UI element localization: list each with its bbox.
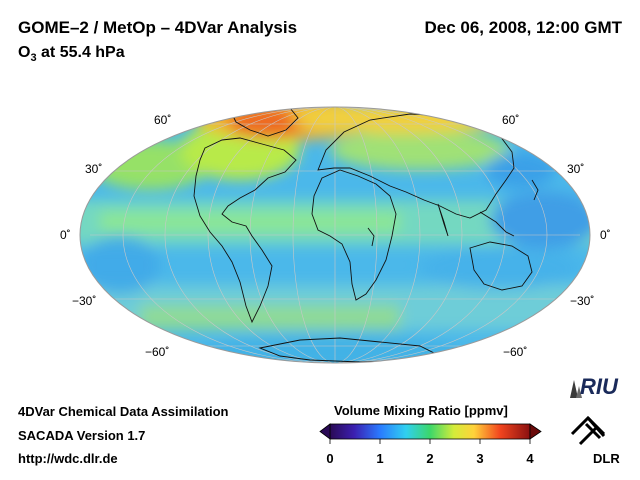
dlr-logo-mark: [570, 415, 606, 446]
colorbar-tick: 1: [376, 451, 384, 466]
colorbar-min-arrow: [319, 423, 331, 440]
map-border: [79, 106, 591, 364]
map-title: GOME–2 / MetOp – 4DVar Analysis: [18, 18, 298, 37]
riu-logo-text: RIU: [580, 374, 618, 399]
dlr-logo-text: DLR: [593, 451, 620, 466]
graticule: [90, 107, 580, 363]
colorbar-max-arrow: [529, 423, 542, 440]
lat-label-30n-left: 30˚: [85, 162, 103, 176]
colorbar-tick: 2: [426, 451, 434, 466]
map-subtitle: O3 at 55.4 hPa: [18, 44, 125, 65]
colorbar-tick: 4: [526, 451, 534, 466]
lat-label-30s-right: −30˚: [570, 294, 595, 308]
lat-label-60n-right: 60˚: [502, 113, 520, 127]
lat-label-60s-left: −60˚: [145, 345, 170, 359]
colorbar-gradient: [329, 423, 531, 440]
colorbar-tick: 3: [476, 451, 484, 466]
lat-label-eq-left: 0˚: [60, 228, 71, 242]
colorbar-tick: 0: [326, 451, 334, 466]
lat-label-60s-right: −60˚: [503, 345, 528, 359]
lat-label-30n-right: 30˚: [567, 162, 585, 176]
colorbar-title: Volume Mixing Ratio [ppmv]: [334, 403, 508, 418]
riu-logo-mark: [570, 380, 582, 398]
lat-label-eq-right: 0˚: [600, 228, 611, 242]
footer-url: http://wdc.dlr.de: [18, 451, 118, 466]
footer-line-2: SACADA Version 1.7: [18, 428, 146, 443]
footer-line-1: 4DVar Chemical Data Assimilation: [18, 404, 229, 419]
lat-label-60n-left: 60˚: [154, 113, 172, 127]
lat-label-30s-left: −30˚: [72, 294, 97, 308]
analysis-date: Dec 06, 2008, 12:00 GMT: [424, 18, 622, 37]
